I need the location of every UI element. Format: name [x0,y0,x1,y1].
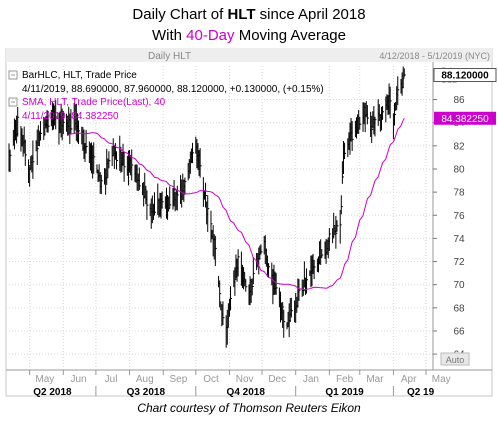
chart-subtitle: With 40-Day Moving Average [0,27,498,44]
x-month-label: Apr [401,374,417,385]
x-quarter-label: Q1 2019 [325,387,364,398]
x-month-label: Sep [170,374,188,385]
y-tick-label: 76 [453,211,465,222]
last-price-tag-bg [433,68,497,83]
y-tick-label: 86 [453,95,465,106]
price-bars [8,66,406,348]
auto-scale-button[interactable] [440,352,470,366]
y-tick-label: 70 [453,280,465,291]
legend-sma-toggle[interactable] [8,97,18,107]
y-tick-label: 68 [453,303,465,314]
y-tick-label: 74 [453,234,465,245]
y-tick-label: 66 [453,326,465,337]
subtitle-highlight: 40-Day [186,27,235,44]
panel-name: Daily HLT [148,51,191,62]
x-month-label: Jun [70,374,86,385]
legend-bar-values: 4/11/2019, 88.690000, 87.960000, 88.1200… [22,84,324,95]
last-price-tag: 88.120000 [433,68,497,83]
last-price-value: 88.120000 [441,71,489,82]
x-quarter-label: Q3 2018 [127,387,166,398]
y-tick-label: 80 [453,164,465,175]
x-month-label: Nov [236,374,254,385]
x-month-label: Jan [303,374,319,385]
subtitle-prefix: With [152,27,187,44]
title-suffix: since April 2018 [255,6,366,23]
sma-price-tag: 84.382250 [434,111,496,125]
chart-frame [5,48,493,397]
y-axis-ticks: 646668707274767880828486 [433,95,465,361]
chart-title: Daily Chart of HLT since April 2018 [0,6,498,23]
legend-sma-values: 4/11/2019, 84.382250 [22,111,119,122]
panel-header [6,48,492,62]
x-month-label: Jul [105,374,118,385]
sma-price-value: 84.382250 [441,114,489,125]
legend: BarHLC, HLT, Trade Price 4/11/2019, 88.6… [8,70,324,122]
subtitle-suffix: Moving Average [234,27,346,44]
legend-bar-label: BarHLC, HLT, Trade Price [22,70,137,81]
x-month-label: Aug [136,374,154,385]
x-month-label: May [35,374,54,385]
x-quarter-label: Q2 19 [407,387,435,398]
x-month-label: Mar [366,374,384,385]
x-month-label: May [432,374,451,385]
y-tick-label: 82 [453,141,465,152]
auto-scale-label: Auto [446,355,465,365]
panel-date-range: 4/12/2018 - 5/1/2019 (NYC) [379,51,490,61]
legend-bar-toggle[interactable] [8,70,18,80]
sma-price-tag-bg [434,111,496,125]
title-prefix: Daily Chart of [132,6,228,23]
sma-line [68,118,405,290]
y-tick-label: 72 [453,257,465,268]
chart-credit: Chart courtesy of Thomson Reuters Eikon [137,401,361,415]
x-axis-labels: May Jun Jul Aug Sep Oct Nov Dec Jan Feb Mar Apr May Q… [29,370,451,398]
title-ticker: HLT [227,6,256,23]
x-quarter-label: Q4 2018 [227,387,266,398]
x-quarter-label: Q2 2018 [33,387,72,398]
x-month-label: Dec [268,374,286,385]
x-month-label: Feb [336,374,354,385]
x-month-label: Oct [203,374,219,385]
y-tick-label: 78 [453,188,465,199]
price-chart[interactable]: Daily HLT 4/12/2018 - 5/1/2019 (NYC) Pri… [0,48,498,398]
legend-sma-label: SMA, HLT, Trade Price(Last), 40 [22,97,166,108]
